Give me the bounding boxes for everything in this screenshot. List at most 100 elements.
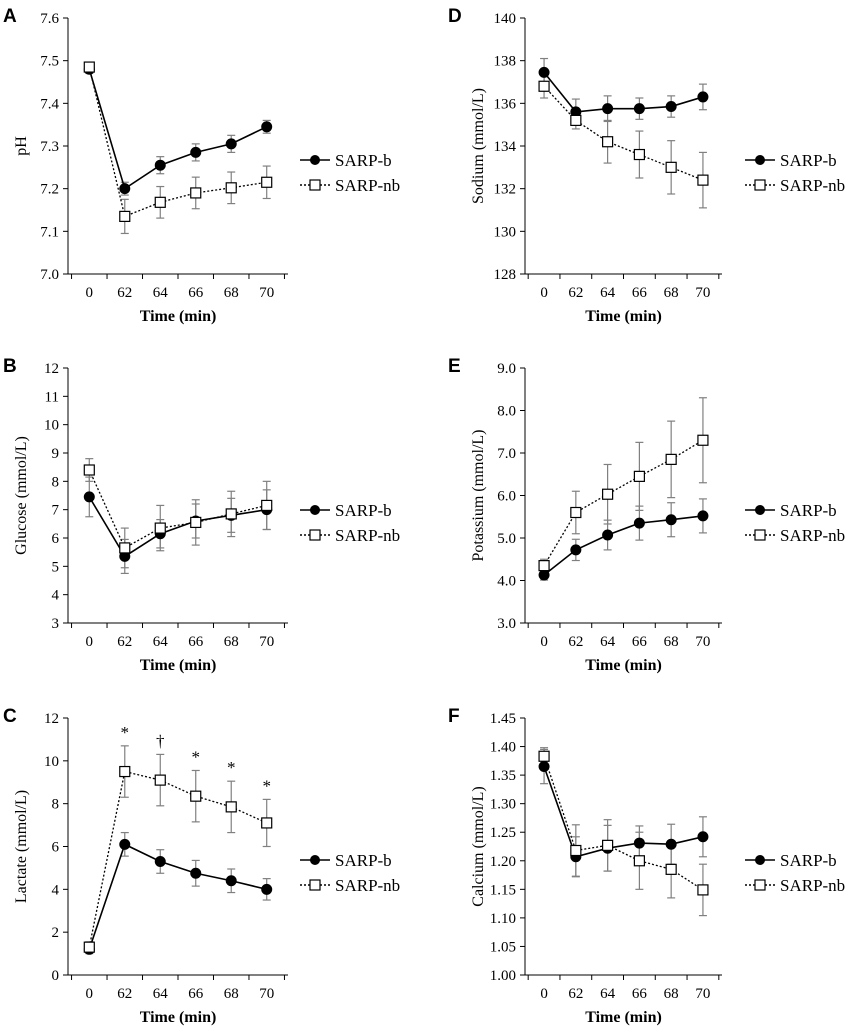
data-point-sarp-nb <box>697 174 709 186</box>
data-point-sarp-nb <box>602 136 614 148</box>
legend-marker-sarp-nb <box>754 879 766 891</box>
legend-marker-sarp-b <box>755 505 765 515</box>
x-tick-label: 0 <box>540 634 548 650</box>
legend-marker-sarp-nb <box>754 529 766 541</box>
y-axis-title: Potassium (mmol/L) <box>470 430 487 562</box>
legend-marker-sarp-nb <box>309 529 321 541</box>
y-tick-label: 8 <box>52 474 60 490</box>
significance-marker: * <box>262 776 271 795</box>
y-tick-label: 3 <box>52 616 60 632</box>
y-tick-label: 8 <box>52 797 60 813</box>
data-point-sarp-b <box>154 855 166 867</box>
y-axis-title: Glucose (mmol/L) <box>13 436 30 555</box>
data-point-sarp-b <box>665 514 677 526</box>
x-tick-label: 68 <box>664 634 679 650</box>
x-tick-label: 66 <box>632 285 648 301</box>
y-tick-label: 1.10 <box>490 911 516 927</box>
series-line-sarp-nb <box>543 756 704 891</box>
x-tick-label: 68 <box>664 986 679 1002</box>
x-tick-label: 66 <box>632 634 648 650</box>
data-point-sarp-nb <box>190 790 202 802</box>
data-point-sarp-b <box>538 569 550 581</box>
x-tick-label: 62 <box>568 285 583 301</box>
series-line-sarp-b <box>88 68 268 190</box>
panel-a: A 7.0 7.1 7.2 7.3 7.4 7.5 7.6 0 62 64 66 68 70 Time (m… <box>3 6 400 325</box>
data-point-sarp-nb <box>697 884 709 896</box>
series-line-sarp-b <box>543 71 704 113</box>
x-tick-label: 68 <box>224 986 239 1002</box>
data-point-sarp-nb <box>154 774 166 786</box>
y-tick-label: 7.4 <box>40 96 59 112</box>
panel-letter: F <box>448 706 460 727</box>
data-point-sarp-nb <box>538 560 550 572</box>
y-tick-label: 1.25 <box>490 825 516 841</box>
series-line-sarp-b <box>543 766 704 858</box>
y-tick-label: 0 <box>52 968 60 984</box>
y-tick-label: 1.40 <box>490 740 516 756</box>
x-tick-label: 64 <box>153 634 169 650</box>
y-tick-label: 130 <box>494 224 517 240</box>
data-point-sarp-nb <box>83 61 95 73</box>
y-tick-label: 2 <box>52 925 60 941</box>
y-tick-label: 7.0 <box>40 267 59 283</box>
y-tick-label: 4 <box>52 588 60 604</box>
data-point-sarp-nb <box>538 80 550 92</box>
legend-label: SARP-nb <box>335 176 400 195</box>
y-tick-label: 9 <box>52 446 60 462</box>
panel-letter: C <box>3 706 17 727</box>
series-line-sarp-nb <box>543 439 704 566</box>
data-point-sarp-nb <box>154 196 166 208</box>
panel-letter: B <box>3 356 17 377</box>
data-point-sarp-nb <box>697 434 709 446</box>
legend-marker-sarp-b <box>310 505 320 515</box>
data-point-sarp-nb <box>633 855 645 867</box>
data-point-sarp-nb <box>633 148 645 161</box>
legend-marker-sarp-b <box>310 155 320 165</box>
x-tick-label: 64 <box>600 634 616 650</box>
data-point-sarp-b <box>261 883 273 895</box>
x-tick-label: 70 <box>695 634 710 650</box>
y-tick-label: 140 <box>494 11 517 27</box>
data-point-sarp-nb <box>190 187 202 199</box>
data-point-sarp-nb <box>570 844 582 857</box>
legend-marker-sarp-b <box>755 155 765 165</box>
data-point-sarp-nb <box>190 516 202 529</box>
significance-marker: * <box>121 723 130 742</box>
data-point-sarp-nb <box>665 863 677 875</box>
data-point-sarp-b <box>633 837 645 849</box>
y-tick-label: 128 <box>494 267 517 283</box>
y-tick-label: 4 <box>52 882 60 898</box>
legend-label: SARP-nb <box>780 176 845 195</box>
legend-label: SARP-b <box>780 151 837 170</box>
data-point-sarp-b <box>665 838 677 850</box>
y-tick-label: 1.45 <box>490 711 516 727</box>
x-tick-label: 68 <box>224 285 239 301</box>
data-point-sarp-nb <box>570 114 582 127</box>
series-line-sarp-nb <box>543 85 704 181</box>
y-axis-title: Calcium (mmol/L) <box>470 786 487 906</box>
y-tick-label: 134 <box>494 139 517 155</box>
data-point-sarp-nb <box>225 801 237 813</box>
data-point-sarp-b <box>119 183 131 195</box>
y-tick-label: 12 <box>44 361 59 377</box>
x-tick-label: 64 <box>600 986 616 1002</box>
y-axis-title: Lactate (mmol/L) <box>13 790 30 903</box>
data-point-sarp-nb <box>261 176 273 188</box>
y-tick-label: 7.5 <box>40 54 59 70</box>
y-tick-label: 7.3 <box>40 139 59 155</box>
y-tick-label: 9.0 <box>497 361 516 377</box>
x-tick-label: 62 <box>117 285 132 301</box>
x-tick-label: 0 <box>86 634 94 650</box>
y-axis-title: pH <box>13 136 30 156</box>
y-tick-label: 4.0 <box>497 574 516 590</box>
data-point-sarp-nb <box>665 453 677 465</box>
series-line-sarp-b <box>543 515 704 576</box>
series-line-sarp-b <box>88 843 267 950</box>
x-tick-label: 0 <box>86 986 94 1002</box>
data-point-sarp-nb <box>261 499 273 512</box>
x-tick-label: 70 <box>259 634 274 650</box>
data-point-sarp-b <box>602 103 614 115</box>
legend-marker-sarp-b <box>310 855 320 865</box>
